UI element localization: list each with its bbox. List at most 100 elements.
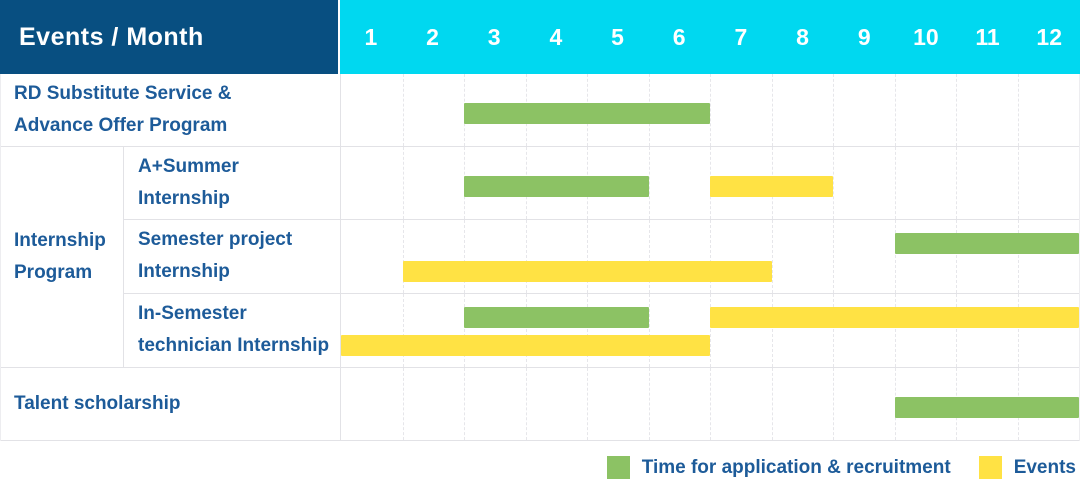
row-timeline [340,293,1079,367]
month-header-cell: 10 [913,23,939,50]
month-header-cell: 11 [975,23,1000,50]
month-gridline [648,220,650,293]
month-gridline [464,220,465,293]
sub-row-label: A+Summer Internship [124,147,340,219]
label-line: Internship [138,261,230,283]
month-header-cell: 7 [734,23,748,50]
label-line: Internship [138,188,230,210]
label-line: Advance Offer Program [14,115,228,137]
month-gridline [771,220,773,293]
month-gridline [402,367,404,440]
event-group: Internship Program A+Summer Internship Semes… [1,147,1079,368]
month-gridline [525,367,527,440]
event-sub-row: Semester project Internship [124,220,1079,294]
legend-item-application: Time for application & recruitment [606,456,951,480]
month-gridline [1017,74,1019,147]
month-gridline [894,74,896,147]
row-timeline [340,147,1079,220]
month-gridline [833,74,834,147]
month-gridline [1017,147,1019,220]
label-line: Talent scholarship [14,392,181,414]
month-gridline [771,367,773,440]
event-sub-row: A+Summer Internship [124,147,1079,221]
application-bar [464,103,710,124]
month-gridline [956,220,957,293]
month-gridline [956,293,957,367]
month-gridline [587,220,588,293]
month-gridline [402,220,404,293]
month-gridline [956,74,957,147]
group-rows: A+Summer Internship Semester project Intern… [124,147,1079,367]
month-gridline [710,220,711,293]
month-gridline [956,147,957,220]
events-bar [710,306,1079,328]
events-bar [402,261,772,283]
events-month-table: Events / Month 1 2 3 4 5 6 7 8 9 10 11 12 RD Substi… [0,0,1080,441]
month-gridline [464,293,465,367]
month-gridline [833,147,834,220]
application-bar [894,396,1079,418]
month-header-cell: 1 [364,23,378,50]
row-label: Talent scholarship [1,368,340,440]
month-gridline [648,293,650,367]
label-line: Semester project [138,229,293,251]
month-gridline [771,293,773,367]
month-gridline [833,367,834,440]
month-gridline [894,220,896,293]
row-timeline [340,367,1079,440]
month-gridline [587,367,588,440]
event-sub-row: In-Semester technician Internship [124,293,1079,367]
sub-row-label: Semester project Internship [124,220,340,292]
month-gridline [710,74,711,147]
event-row: Talent scholarship [1,367,1079,441]
month-gridline [525,293,527,367]
application-bar [464,306,649,328]
table-header-row: Events / Month 1 2 3 4 5 6 7 8 9 10 11 12 [0,0,1080,74]
legend-label-events: Events [1013,456,1076,478]
group-label: Internship Program [1,147,124,367]
month-gridline [648,367,650,440]
month-gridline [771,74,773,147]
month-header-cell: 8 [796,23,809,50]
month-gridline [464,367,465,440]
month-gridline [402,147,404,220]
month-header-cell: 12 [1036,23,1063,50]
table-body: RD Substitute Service & Advance Offer Pro… [0,74,1080,441]
month-header-cell: 3 [487,23,501,50]
application-bar [894,233,1079,255]
sub-row-label: In-Semester technician Internship [124,294,340,367]
month-gridline [402,74,404,147]
month-gridline [894,147,896,220]
legend-label-application: Time for application & recruitment [641,456,951,478]
month-gridline [1017,220,1019,293]
month-gridline [402,293,404,367]
green-swatch-icon [606,456,630,480]
label-line: Program [14,261,93,283]
month-gridline [710,293,711,367]
month-header-cell: 4 [549,23,563,50]
row-label: RD Substitute Service & Advance Offer Pro… [1,74,340,146]
month-header-cell: 9 [857,23,871,50]
application-bar [464,176,649,198]
month-header-cell: 6 [672,23,686,50]
yellow-swatch-icon [978,456,1002,480]
row-timeline [340,220,1079,293]
label-line: A+Summer [138,156,239,178]
label-line: In-Semester [138,303,247,325]
events-bar [710,176,833,198]
month-header-cell: 5 [611,23,624,50]
event-row: RD Substitute Service & Advance Offer Pro… [1,74,1079,148]
events-month-header: Events / Month [0,0,340,74]
legend-item-events: Events [978,456,1076,480]
label-line: RD Substitute Service & [14,83,232,105]
legend: Time for application & recruitment Event… [0,441,1080,495]
label-line: Internship [14,229,106,251]
events-bar [341,334,710,356]
month-gridline [894,293,896,367]
label-line: technician Internship [138,335,330,357]
month-gridline [587,293,588,367]
month-gridline [833,293,834,367]
months-header: 1 2 3 4 5 6 7 8 9 10 11 12 [340,0,1080,74]
month-header-cell: 2 [426,23,439,50]
month-gridline [710,367,711,440]
